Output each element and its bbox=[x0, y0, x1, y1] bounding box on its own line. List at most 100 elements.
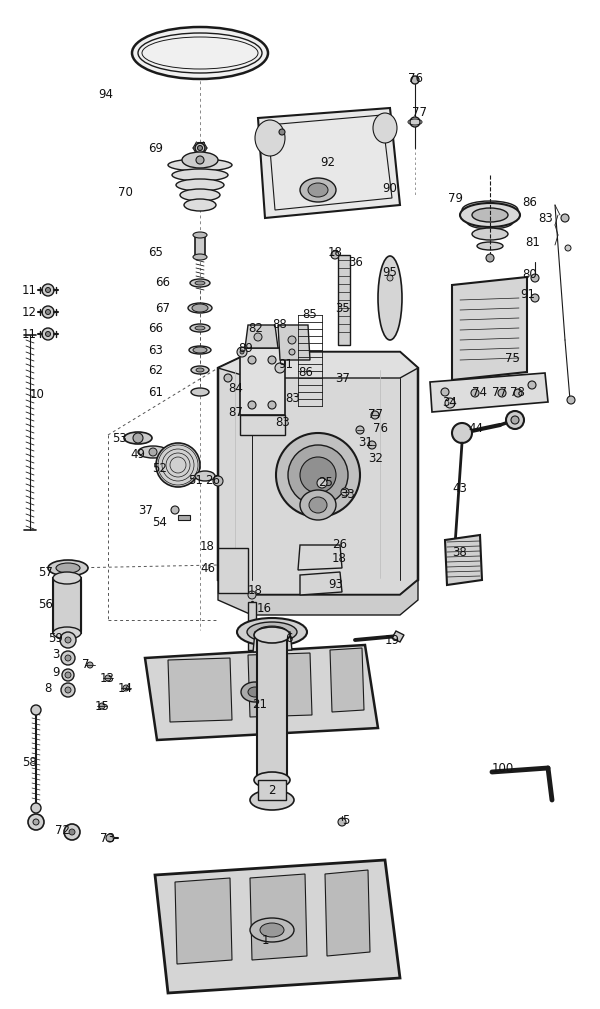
Polygon shape bbox=[218, 352, 418, 378]
Text: 26: 26 bbox=[332, 539, 347, 552]
Circle shape bbox=[42, 306, 54, 318]
Text: 57: 57 bbox=[38, 565, 53, 578]
Ellipse shape bbox=[191, 388, 209, 396]
Text: 51: 51 bbox=[188, 473, 203, 486]
Circle shape bbox=[288, 336, 296, 344]
Ellipse shape bbox=[193, 347, 207, 353]
Circle shape bbox=[410, 117, 420, 127]
Ellipse shape bbox=[250, 790, 294, 810]
Ellipse shape bbox=[188, 303, 212, 313]
Bar bbox=[338, 255, 350, 345]
Ellipse shape bbox=[248, 687, 262, 697]
Circle shape bbox=[64, 824, 80, 840]
Circle shape bbox=[561, 214, 569, 222]
Text: 90: 90 bbox=[382, 182, 397, 195]
Text: 91: 91 bbox=[520, 289, 535, 302]
Ellipse shape bbox=[193, 254, 207, 260]
Circle shape bbox=[498, 389, 506, 397]
Ellipse shape bbox=[247, 622, 297, 642]
Bar bbox=[218, 548, 248, 593]
Ellipse shape bbox=[195, 281, 205, 285]
Text: 6: 6 bbox=[285, 632, 293, 645]
Text: 83: 83 bbox=[275, 417, 290, 430]
Circle shape bbox=[42, 284, 54, 296]
Ellipse shape bbox=[477, 242, 503, 250]
Circle shape bbox=[248, 356, 256, 364]
Circle shape bbox=[514, 389, 522, 397]
Circle shape bbox=[133, 433, 143, 443]
Circle shape bbox=[171, 506, 179, 514]
Text: 1: 1 bbox=[262, 933, 269, 946]
Circle shape bbox=[28, 814, 44, 830]
Ellipse shape bbox=[184, 199, 216, 211]
Circle shape bbox=[567, 396, 575, 404]
Ellipse shape bbox=[241, 682, 269, 702]
Polygon shape bbox=[330, 648, 364, 712]
Polygon shape bbox=[218, 352, 418, 595]
Circle shape bbox=[506, 411, 524, 429]
Text: 21: 21 bbox=[252, 698, 267, 711]
Bar bbox=[248, 602, 256, 650]
Polygon shape bbox=[248, 653, 312, 717]
Text: 49: 49 bbox=[130, 448, 145, 461]
Ellipse shape bbox=[255, 120, 285, 156]
Text: 32: 32 bbox=[368, 451, 383, 464]
Ellipse shape bbox=[460, 203, 520, 227]
Ellipse shape bbox=[192, 304, 208, 312]
Circle shape bbox=[268, 401, 276, 409]
Text: 12: 12 bbox=[22, 306, 37, 319]
Text: 36: 36 bbox=[348, 255, 363, 268]
Text: 18: 18 bbox=[332, 552, 347, 564]
Text: 88: 88 bbox=[272, 319, 287, 332]
Circle shape bbox=[224, 374, 232, 382]
Circle shape bbox=[268, 356, 276, 364]
Text: 10: 10 bbox=[30, 388, 45, 402]
Text: 76: 76 bbox=[408, 72, 423, 85]
Text: 79: 79 bbox=[448, 192, 463, 205]
Circle shape bbox=[371, 411, 379, 419]
Ellipse shape bbox=[124, 432, 152, 444]
Text: 63: 63 bbox=[148, 343, 163, 356]
Circle shape bbox=[240, 350, 244, 354]
Circle shape bbox=[486, 254, 494, 262]
Ellipse shape bbox=[300, 490, 336, 520]
Text: 43: 43 bbox=[452, 481, 467, 494]
Text: 69: 69 bbox=[148, 141, 163, 154]
Circle shape bbox=[368, 441, 376, 449]
Text: 16: 16 bbox=[257, 601, 272, 614]
Ellipse shape bbox=[190, 324, 210, 332]
Text: 92: 92 bbox=[320, 155, 335, 169]
Ellipse shape bbox=[193, 232, 207, 238]
Text: 31: 31 bbox=[358, 437, 373, 449]
Ellipse shape bbox=[300, 457, 336, 493]
Ellipse shape bbox=[254, 772, 290, 788]
Ellipse shape bbox=[288, 445, 348, 504]
Text: 72: 72 bbox=[55, 823, 70, 836]
Polygon shape bbox=[258, 108, 400, 218]
Circle shape bbox=[275, 363, 285, 373]
Ellipse shape bbox=[182, 152, 218, 169]
Text: 95: 95 bbox=[382, 265, 397, 278]
Circle shape bbox=[279, 129, 285, 135]
Circle shape bbox=[46, 332, 50, 336]
Circle shape bbox=[528, 381, 536, 389]
Text: 59: 59 bbox=[48, 632, 63, 645]
Circle shape bbox=[31, 705, 41, 715]
Text: 74: 74 bbox=[472, 386, 487, 400]
Ellipse shape bbox=[462, 201, 518, 219]
Text: 61: 61 bbox=[148, 385, 163, 399]
Circle shape bbox=[65, 687, 71, 693]
Circle shape bbox=[61, 683, 75, 697]
Ellipse shape bbox=[472, 208, 508, 222]
Text: 35: 35 bbox=[335, 302, 350, 315]
Polygon shape bbox=[392, 631, 404, 642]
Circle shape bbox=[317, 478, 327, 488]
Circle shape bbox=[531, 274, 539, 282]
Bar bbox=[257, 635, 287, 780]
Ellipse shape bbox=[190, 279, 210, 287]
Circle shape bbox=[31, 803, 41, 813]
Text: 91: 91 bbox=[278, 358, 293, 371]
Text: 89: 89 bbox=[238, 341, 253, 354]
Polygon shape bbox=[430, 373, 548, 412]
Circle shape bbox=[87, 662, 93, 668]
